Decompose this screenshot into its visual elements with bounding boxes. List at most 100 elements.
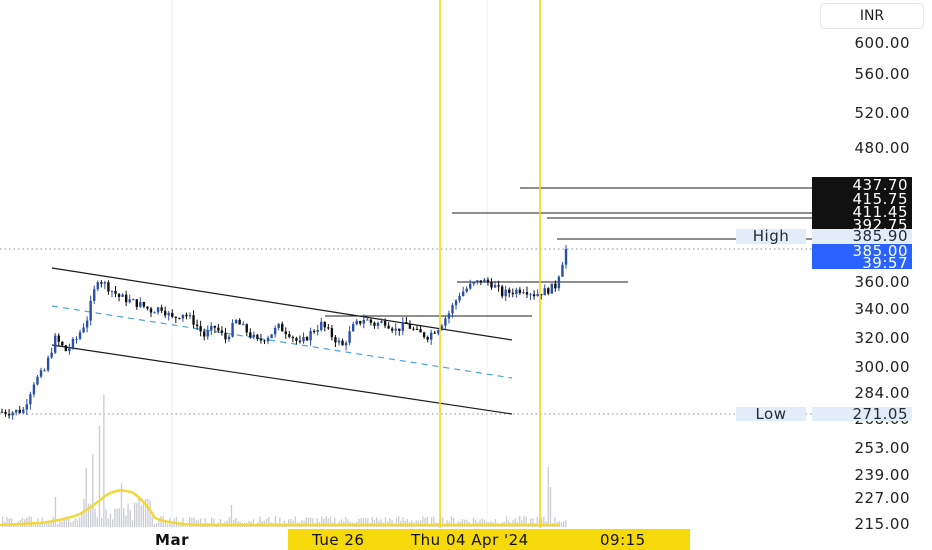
volume-bar [50,521,52,527]
volume-bar [406,519,409,527]
candle-body [160,307,163,311]
candle-body [277,323,280,328]
candle-body [43,370,46,372]
volume-bar [98,425,101,527]
candle-body [344,342,348,346]
candle-body [387,325,390,329]
candle-body [334,337,337,343]
volume-bar [151,516,153,527]
candle-body [433,332,436,334]
volume-bar [411,520,413,527]
volume-bar [118,508,120,527]
volume-bar [472,517,475,527]
candle-body [504,289,507,297]
candle-body [447,313,451,319]
candle-body [57,335,60,342]
candle-body [351,324,355,332]
candle-body [536,293,539,297]
candle-body [178,317,181,319]
candle-body [259,338,263,341]
volume-bar [79,517,81,527]
candle-body [422,332,426,338]
volume-bar [191,517,193,527]
level-price-tags: 437.70 415.75 411.45 392.75 [812,176,912,234]
volume-bar [475,520,477,527]
volume-bar [228,516,230,527]
volume-bar [512,520,514,527]
price-axis[interactable]: 600.00 560.00 520.00 480.00 360.00 340.0… [855,34,911,533]
volume-bar [505,516,508,527]
candle-body [401,322,405,331]
volume-bar [334,517,336,527]
candle-body [181,314,185,319]
volume-bar [391,519,393,527]
volume-bar [508,520,510,527]
candle-body [231,323,234,337]
high-price-tag-bg [812,229,912,244]
candle-body [383,321,387,326]
volume-bar [28,516,30,527]
candle-body [408,323,412,329]
volume-bar [182,517,184,527]
channel-lower-line[interactable] [51,344,513,415]
volume-bar [431,517,433,527]
candle-body [398,328,401,331]
volume-bar [310,517,312,527]
candle-body [220,330,224,333]
volume-bar [367,518,369,527]
candle-body [476,280,479,283]
candle-body [206,330,209,337]
candle-body [547,288,550,294]
candle-body [142,301,146,307]
candle-body [100,282,103,284]
price-tick: 480.00 [855,139,911,157]
candle-body [469,283,472,289]
time-crosshair-highlight [288,529,690,550]
volume-bar [424,518,426,527]
candle-body [380,321,383,323]
volume-bar [259,516,261,527]
volume-bars [2,394,567,527]
channel-mid-line[interactable] [51,305,513,379]
volume-bar [107,518,109,527]
candle-body [202,331,206,337]
volume-bar [422,516,424,527]
candle-body [224,332,227,340]
candle-body [192,315,195,325]
volume-bar [101,517,103,527]
volume-bar [402,517,404,527]
channel-upper-line[interactable] [51,267,513,341]
volume-bar [74,518,76,527]
candle-body [39,370,43,377]
price-tick: 300.00 [855,358,911,376]
candle-body [82,327,85,333]
volume-bar [193,517,195,527]
volume-bar [164,521,167,527]
volume-bar [532,518,534,527]
volume-bar [35,522,37,527]
volume-bar [43,521,46,527]
candle-body [7,413,11,416]
price-tick: 227.00 [855,489,911,507]
candle-body [14,409,18,413]
volume-bar [123,508,125,527]
volume-bar [131,520,134,527]
volume-bar [171,521,173,527]
volume-bar [288,519,290,527]
volume-bar [316,518,318,527]
volume-bar [156,523,158,527]
volume-bar [362,517,365,527]
candle-body [348,331,351,343]
candle-body [270,334,273,338]
time-label-0915: 09:15 [600,531,646,549]
currency-selector-button[interactable]: INR [820,3,924,29]
candle-body [238,319,241,325]
candle-body [46,357,50,371]
volume-bar [340,519,343,527]
candle-body [71,338,75,348]
volume-bar [560,522,563,527]
volume-bar [525,516,527,527]
candle-body [539,293,543,296]
candle-body [139,301,142,307]
